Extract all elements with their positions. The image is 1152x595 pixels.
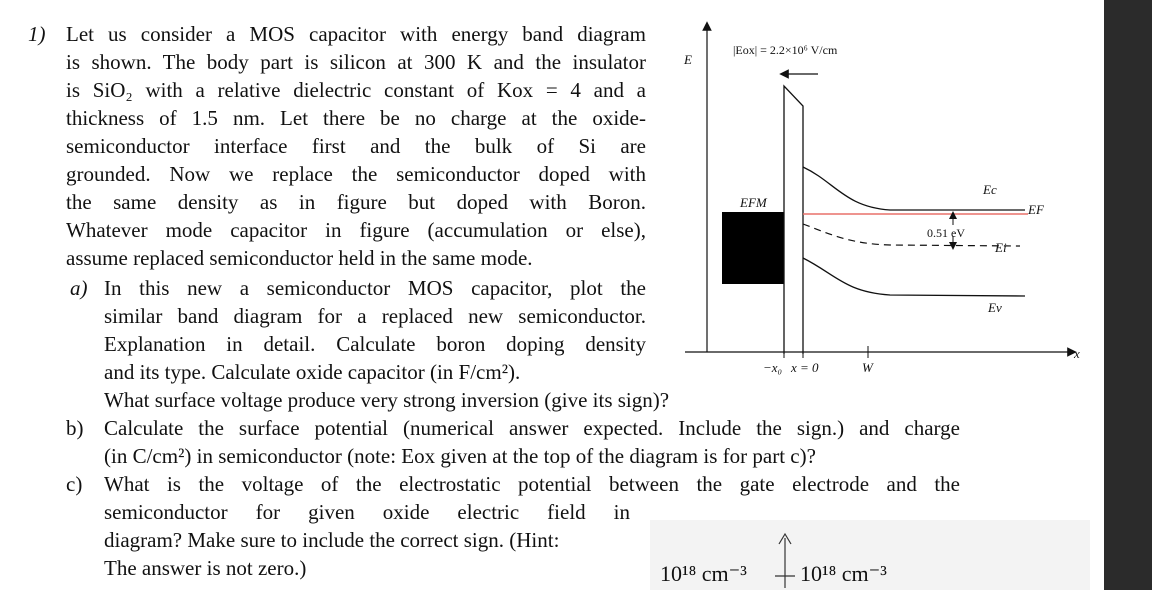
part-a-line: Explanation in detail. Calculate boron d… (104, 332, 646, 356)
band-diagram-svg: E x |Eox| = 2.2×10⁶ V/cm EFM 0.51 eV Ec … (683, 21, 1080, 375)
density-arrow (770, 530, 800, 590)
right-scrollbar-area (1104, 0, 1152, 590)
intro-line: Let us consider a MOS capacitor with ene… (66, 22, 646, 46)
energy-axis-label: E (683, 52, 692, 67)
oxide-field-label: |Eox| = 2.2×10⁶ V/cm (733, 43, 838, 57)
conduction-band-label: Ec (982, 182, 997, 197)
tick-label-oxide-start: −x₀ (763, 360, 782, 375)
metal-gate-block (722, 212, 784, 284)
part-c-line: The answer is not zero.) (104, 556, 307, 580)
intro-line: Whatever mode capacitor in figure (accum… (66, 218, 646, 242)
valence-band-label: Ev (987, 300, 1002, 315)
tick-label-interface: x = 0 (790, 360, 819, 375)
part-a-line: In this new a semiconductor MOS capacito… (104, 276, 646, 300)
part-a-line: and its type. Calculate oxide capacitor … (104, 360, 521, 384)
part-a-line: What surface voltage produce very strong… (104, 388, 670, 412)
intro-line: the same density as in figure but doped … (66, 190, 646, 214)
question-number: 1) (28, 22, 46, 46)
image-fragment-background (650, 520, 1090, 590)
conduction-band-line (802, 166, 1025, 211)
intro-line: thickness of 1.5 nm. Let there be no cha… (66, 106, 646, 130)
intro-line: assume replaced semiconductor held in th… (66, 246, 533, 270)
part-c-line: diagram? Make sure to include the correc… (104, 528, 560, 552)
intro-line: semiconductor interface first and the bu… (66, 134, 646, 158)
intro-line: is shown. The body part is silicon at 30… (66, 50, 646, 74)
tick-label-depletion-width: W (862, 360, 874, 375)
intrinsic-level-label: Ei (994, 240, 1007, 255)
part-c-line: What is the voltage of the electrostatic… (104, 472, 960, 496)
oxide-barrier (783, 84, 804, 354)
fermi-level-label: EF (1027, 202, 1045, 217)
part-a-letter: a) (70, 276, 88, 300)
part-b-line: Calculate the surface potential (numeric… (104, 416, 960, 440)
intrinsic-level-line (802, 223, 1021, 247)
part-c-letter: c) (66, 472, 83, 496)
energy-gap-label: 0.51 eV (927, 226, 965, 240)
band-diagram: E x |Eox| = 2.2×10⁶ V/cm EFM 0.51 eV Ec … (660, 12, 1100, 392)
density-left: 10¹⁸ cm⁻³ (660, 561, 747, 586)
intro-line: is SiO₂ with a relative dielectric const… (66, 78, 646, 102)
density-arrow-svg (775, 532, 795, 588)
valence-band-line (802, 257, 1026, 297)
intro-line: grounded. Now we replace the semiconduct… (66, 162, 646, 186)
position-axis-label: x (1073, 346, 1080, 361)
part-b-letter: b) (66, 416, 84, 440)
metal-fermi-label: EFM (739, 195, 768, 210)
part-b-line: (in C/cm²) in semiconductor (note: Eox g… (104, 444, 816, 468)
part-c-line: semiconductor for given oxide electric f… (104, 500, 630, 524)
part-a-line: similar band diagram for a replaced new … (104, 304, 646, 328)
density-right: 10¹⁸ cm⁻³ (800, 561, 887, 586)
